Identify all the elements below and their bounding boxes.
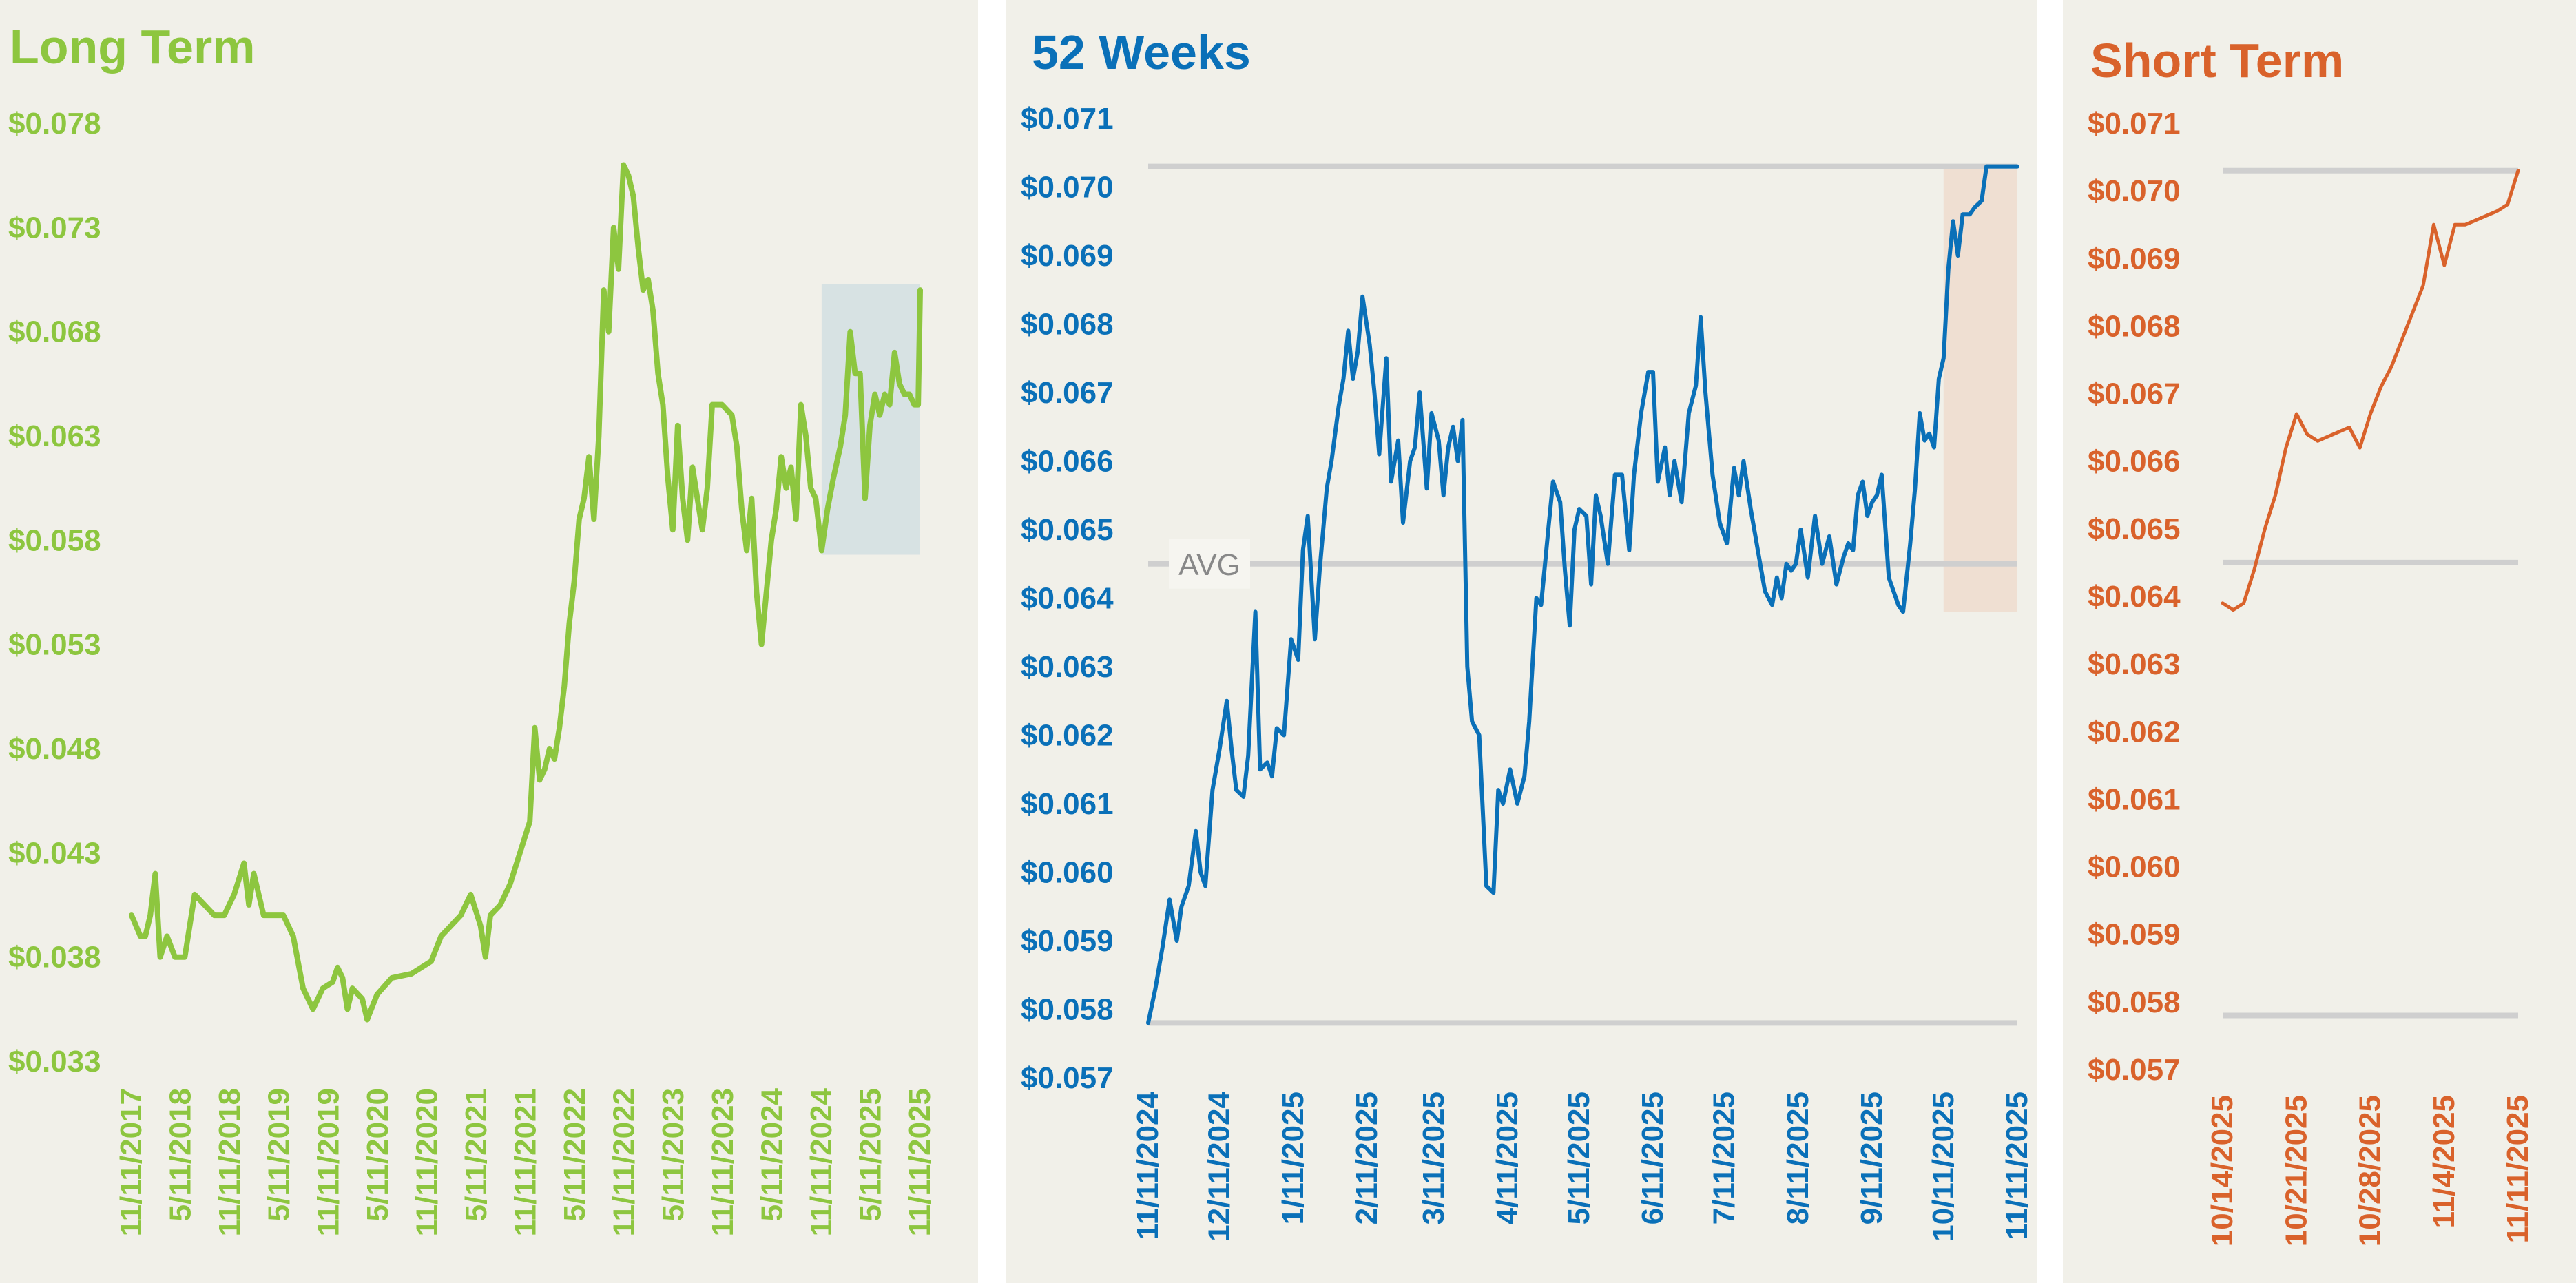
x-tick-label: 5/11/2018 [164, 1088, 198, 1221]
y-tick-label: $0.065 [1021, 513, 1114, 547]
x-tick-label: 11/4/2025 [2427, 1095, 2461, 1228]
x-tick-label: 11/11/2023 [706, 1088, 740, 1236]
y-tick-label: $0.073 [8, 211, 101, 244]
y-tick-label: $0.068 [2088, 309, 2181, 343]
y-tick-label: $0.060 [2088, 851, 2181, 884]
x-tick-label: 10/11/2025 [1926, 1092, 1960, 1242]
y-tick-label: $0.059 [1021, 924, 1114, 958]
y-tick-label: $0.061 [2088, 782, 2181, 816]
x-tick-label: 3/11/2025 [1417, 1092, 1451, 1224]
price-series-line [129, 162, 923, 1023]
y-tick-label: $0.070 [1021, 171, 1114, 205]
x-tick-label: 10/28/2025 [2354, 1095, 2387, 1247]
y-tick-label: $0.058 [2088, 985, 2181, 1019]
y-tick-label: $0.057 [2088, 1053, 2181, 1087]
x-tick-label: 11/11/2025 [903, 1088, 937, 1236]
y-tick-label: $0.059 [2088, 918, 2181, 952]
y-tick-label: $0.063 [8, 419, 101, 453]
y-tick-label: $0.071 [2088, 107, 2181, 140]
x-tick-label: 11/11/2018 [213, 1088, 247, 1236]
x-tick-label: 10/14/2025 [2205, 1095, 2239, 1247]
x-tick-label: 8/11/2025 [1781, 1092, 1815, 1224]
x-tick-label: 10/21/2025 [2279, 1095, 2313, 1247]
y-tick-label: $0.063 [1021, 650, 1114, 684]
x-tick-label: 9/11/2025 [1855, 1092, 1889, 1224]
x-tick-label: 5/11/2019 [262, 1088, 296, 1221]
y-tick-label: $0.062 [2088, 715, 2181, 749]
x-tick-label: 4/11/2025 [1490, 1092, 1524, 1224]
x-tick-label: 6/11/2025 [1636, 1092, 1670, 1224]
y-tick-label: $0.066 [2088, 445, 2181, 479]
x-tick-label: 5/11/2025 [853, 1088, 887, 1221]
y-tick-label: $0.061 [1021, 787, 1114, 821]
y-tick-label: $0.038 [8, 941, 101, 974]
price-series-line [2221, 169, 2520, 612]
y-tick-label: $0.069 [2088, 242, 2181, 275]
y-tick-label: $0.063 [2088, 647, 2181, 681]
y-tick-label: $0.057 [1021, 1061, 1114, 1095]
y-tick-label: $0.058 [8, 523, 101, 557]
y-tick-label: $0.048 [8, 732, 101, 766]
x-tick-label: 5/11/2021 [459, 1088, 493, 1221]
x-tick-label: 11/11/2022 [607, 1088, 641, 1236]
y-tick-label: $0.078 [8, 107, 101, 140]
y-tick-label: $0.067 [2088, 377, 2181, 411]
x-tick-label: 12/11/2024 [1203, 1091, 1236, 1241]
y-tick-label: $0.066 [1021, 445, 1114, 479]
y-tick-label: $0.067 [1021, 376, 1114, 410]
y-tick-label: $0.043 [8, 836, 101, 870]
x-tick-label: 11/11/2025 [2501, 1095, 2535, 1243]
avg-label: AVG [1178, 548, 1240, 582]
x-tick-label: 5/11/2022 [558, 1088, 592, 1221]
y-tick-label: $0.068 [1021, 308, 1114, 342]
x-tick-label: 5/11/2023 [656, 1088, 690, 1221]
y-tick-label: $0.033 [8, 1045, 101, 1078]
x-tick-label: 11/11/2020 [410, 1088, 444, 1236]
y-tick-label: $0.065 [2088, 512, 2181, 546]
long-term-chart: $0.078 $0.073 $0.068 $0.063 $0.058 $0.053 $0.0… [8, 107, 937, 1236]
x-tick-label: 11/11/2017 [114, 1088, 148, 1236]
x-tick-label: 5/11/2020 [361, 1088, 395, 1221]
52-weeks-title: 52 Weeks [1032, 25, 1251, 79]
y-tick-label: $0.070 [2088, 174, 2181, 208]
avg-label-box [1169, 539, 1250, 589]
x-tick-label: 5/11/2025 [1562, 1092, 1596, 1224]
y-tick-label: $0.064 [1021, 582, 1114, 616]
y-tick-label: $0.068 [8, 315, 101, 349]
y-tick-label: $0.069 [1021, 239, 1114, 273]
y-tick-label: $0.062 [1021, 719, 1114, 753]
x-tick-label: 11/11/2019 [311, 1088, 345, 1236]
x-tick-label: 1/11/2025 [1276, 1092, 1310, 1224]
x-tick-label: 2/11/2025 [1350, 1092, 1384, 1224]
y-tick-label: $0.053 [8, 628, 101, 662]
long-term-panel: $0.078 $0.073 $0.068 $0.063 $0.058 $0.053 $0.0… [0, 0, 978, 1283]
x-tick-label: 11/11/2024 [804, 1087, 838, 1236]
52-weeks-panel: AVG $0.071 $0.070 $0.069 $0.068 $0.067 $0.066 $… [1006, 0, 2037, 1283]
x-tick-label: 5/11/2024 [755, 1087, 789, 1221]
y-tick-label: $0.058 [1021, 993, 1114, 1027]
y-tick-label: $0.064 [2088, 580, 2181, 614]
52-weeks-chart: AVG $0.071 $0.070 $0.069 $0.068 $0.067 $0.066 $… [1021, 102, 2034, 1242]
x-tick-label: 11/11/2021 [509, 1088, 543, 1236]
short-term-panel: $0.071 $0.070 $0.069 $0.068 $0.067 $0.066 $0.0… [2063, 0, 2576, 1283]
x-tick-label: 11/11/2024 [1131, 1091, 1165, 1240]
short-term-chart: $0.071 $0.070 $0.069 $0.068 $0.067 $0.066 $0.0… [2088, 107, 2535, 1247]
long-term-title: Long Term [10, 20, 256, 74]
x-tick-label: 7/11/2025 [1707, 1092, 1741, 1224]
y-tick-label: $0.071 [1021, 102, 1114, 136]
short-term-title: Short Term [2090, 34, 2345, 87]
price-series-line [1146, 164, 2019, 1025]
x-tick-label: 11/11/2025 [2000, 1092, 2034, 1240]
y-tick-label: $0.060 [1021, 856, 1114, 890]
